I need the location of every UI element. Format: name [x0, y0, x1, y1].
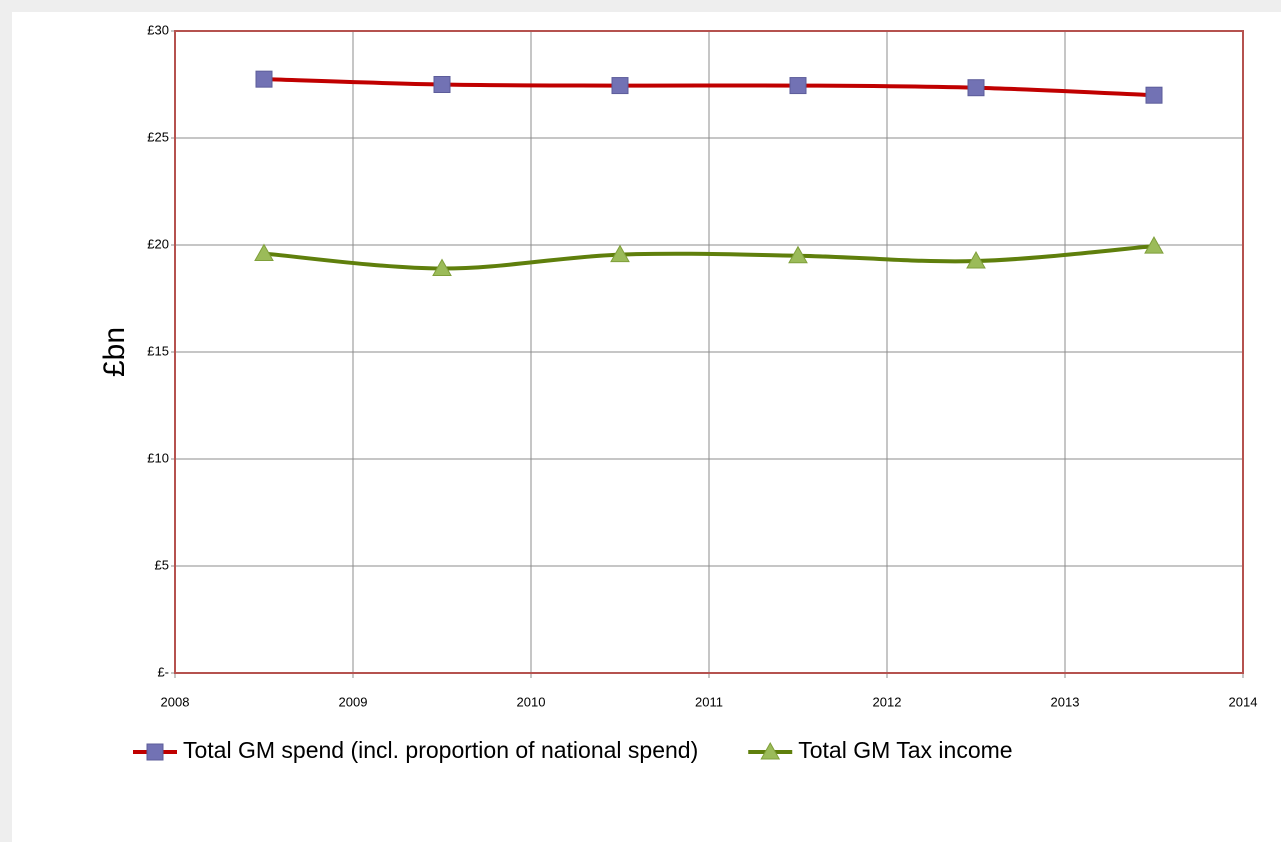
legend-label: Total GM spend (incl. proportion of nati…: [183, 737, 698, 763]
marker: [789, 77, 807, 95]
marker: [1145, 86, 1163, 104]
y-axis-label: £bn: [98, 327, 131, 377]
x-tick-label: 2012: [873, 694, 902, 709]
legend-label: Total GM Tax income: [798, 737, 1012, 763]
series-line: [263, 77, 1155, 98]
marker: [433, 76, 451, 93]
x-tick-label: 2014: [1229, 694, 1258, 709]
y-tick-label: £20: [147, 236, 169, 251]
x-tick-label: 2011: [695, 694, 723, 709]
marker: [967, 79, 985, 97]
legend-marker: [760, 741, 781, 760]
y-tick-label: £25: [147, 129, 169, 144]
y-tick-label: £-: [157, 664, 169, 679]
x-tick-label: 2010: [517, 694, 546, 709]
marker: [255, 70, 273, 88]
y-tick-label: £30: [147, 22, 169, 37]
legend-marker: [146, 743, 164, 761]
y-tick-label: £5: [155, 557, 169, 572]
x-tick-label: 2009: [339, 694, 368, 709]
y-tick-label: £15: [147, 343, 169, 358]
marker: [788, 245, 808, 264]
x-tick-label: 2013: [1051, 694, 1080, 709]
y-tick-label: £10: [147, 450, 169, 465]
chart-background: [12, 12, 1281, 842]
series-line: [263, 244, 1155, 271]
marker: [432, 258, 452, 277]
x-tick-label: 2008: [161, 694, 190, 709]
marker: [610, 244, 630, 263]
marker: [254, 243, 274, 262]
marker: [966, 251, 986, 269]
marker: [1144, 236, 1164, 254]
plot-border: [174, 30, 1244, 674]
marker: [611, 77, 629, 95]
